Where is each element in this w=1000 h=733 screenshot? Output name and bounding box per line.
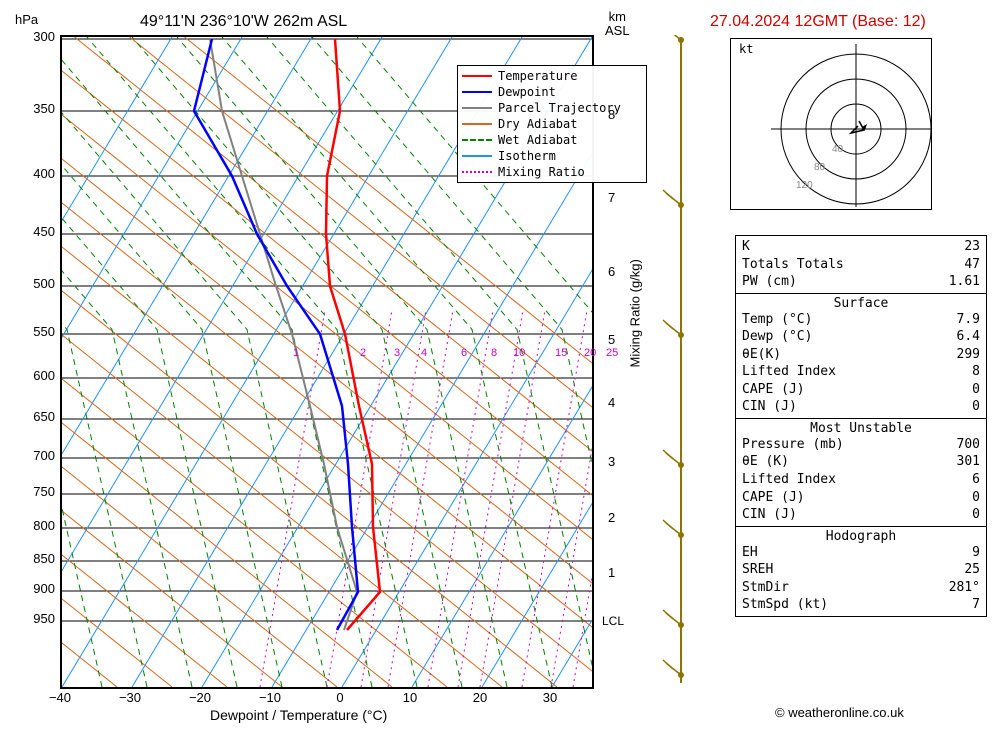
pressure-tick: 350 (20, 101, 55, 116)
mu-heading: Most Unstable (742, 421, 980, 436)
mixing-ratio-tick: 1 (293, 347, 299, 359)
pressure-tick: 950 (20, 611, 55, 626)
pressure-tick: 450 (20, 224, 55, 239)
index-row: CIN (J)0 (742, 398, 980, 416)
altitude-tick: 8 (608, 107, 615, 122)
index-row: Lifted Index6 (742, 471, 980, 489)
datetime-title: 27.04.2024 12GMT (Base: 12) (710, 13, 926, 31)
altitude-tick: 1 (608, 565, 615, 580)
pressure-tick: 850 (20, 551, 55, 566)
pressure-tick: 750 (20, 484, 55, 499)
index-row: StmSpd (kt)7 (742, 596, 980, 614)
pressure-tick: 500 (20, 276, 55, 291)
index-row: θE(K)299 (742, 346, 980, 364)
temp-tick: −20 (185, 690, 215, 705)
altitude-tick: 7 (608, 190, 615, 205)
pressure-tick: 550 (20, 324, 55, 339)
lcl-marker: LCL (602, 614, 624, 628)
altitude-tick: 2 (608, 510, 615, 525)
hodo-heading: Hodograph (742, 529, 980, 544)
temp-tick: −10 (255, 690, 285, 705)
pressure-tick: 300 (20, 29, 55, 44)
mixing-ratio-tick: 10 (513, 347, 525, 359)
temp-tick: 10 (395, 690, 425, 705)
index-row: Pressure (mb)700 (742, 436, 980, 454)
index-row: Temp (°C)7.9 (742, 311, 980, 329)
index-row: StmDir281° (742, 579, 980, 597)
mixing-ratio-tick: 2 (360, 347, 366, 359)
temp-tick: −40 (45, 690, 75, 705)
skewt-chart: TemperatureDewpointParcel TrajectoryDry … (60, 35, 594, 689)
pressure-unit-label: hPa (15, 12, 38, 27)
index-row: K23 (742, 238, 980, 256)
pressure-tick: 400 (20, 166, 55, 181)
altitude-tick: 6 (608, 264, 615, 279)
wind-barb-column (680, 35, 684, 685)
temp-tick: 0 (325, 690, 355, 705)
temp-tick: 30 (535, 690, 565, 705)
mixing-ratio-tick: 4 (421, 347, 427, 359)
pressure-tick: 600 (20, 368, 55, 383)
legend-item: Mixing Ratio (462, 164, 642, 180)
mixing-ratio-tick: 15 (555, 347, 567, 359)
index-row: CAPE (J)0 (742, 489, 980, 507)
legend-item: Isotherm (462, 148, 642, 164)
temp-tick: −30 (115, 690, 145, 705)
altitude-tick: 3 (608, 454, 615, 469)
pressure-tick: 800 (20, 518, 55, 533)
temp-tick: 20 (465, 690, 495, 705)
index-row: SREH25 (742, 561, 980, 579)
index-row: EH9 (742, 544, 980, 562)
location-title: 49°11'N 236°10'W 262m ASL (140, 13, 347, 31)
hodograph-plot: kt 12080 40 (730, 38, 932, 210)
svg-text:kt: kt (739, 42, 753, 56)
svg-text:40: 40 (832, 144, 844, 155)
altitude-unit-label: kmASL (605, 10, 630, 39)
pressure-tick: 650 (20, 409, 55, 424)
altitude-tick: 5 (608, 332, 615, 347)
svg-text:80: 80 (814, 162, 826, 173)
mixing-ratio-tick: 3 (394, 347, 400, 359)
mixing-ratio-tick: 25 (606, 347, 618, 359)
index-row: PW (cm)1.61 (742, 273, 980, 291)
mixing-ratio-tick: 20 (584, 347, 596, 359)
legend-item: Wet Adiabat (462, 132, 642, 148)
svg-text:120: 120 (796, 180, 813, 191)
index-row: CAPE (J)0 (742, 381, 980, 399)
index-row: CIN (J)0 (742, 506, 980, 524)
mixing-ratio-tick: 8 (491, 347, 497, 359)
chart-legend: TemperatureDewpointParcel TrajectoryDry … (457, 65, 647, 183)
index-row: Dewp (°C)6.4 (742, 328, 980, 346)
legend-item: Dewpoint (462, 84, 642, 100)
skewt-container: 49°11'N 236°10'W 262m ASL 27.04.2024 12G… (10, 10, 990, 723)
indices-panel: K23Totals Totals47PW (cm)1.61 Surface Te… (735, 235, 987, 617)
altitude-tick: 4 (608, 395, 615, 410)
index-row: θE (K)301 (742, 453, 980, 471)
surface-heading: Surface (742, 296, 980, 311)
legend-item: Temperature (462, 68, 642, 84)
pressure-tick: 900 (20, 581, 55, 596)
mixing-ratio-tick: 6 (461, 347, 467, 359)
index-row: Totals Totals47 (742, 256, 980, 274)
index-row: Lifted Index8 (742, 363, 980, 381)
x-axis-label: Dewpoint / Temperature (°C) (210, 707, 387, 723)
mixing-ratio-axis-label: Mixing Ratio (g/kg) (628, 259, 643, 367)
pressure-tick: 700 (20, 448, 55, 463)
copyright-label: © weatheronline.co.uk (775, 705, 904, 720)
